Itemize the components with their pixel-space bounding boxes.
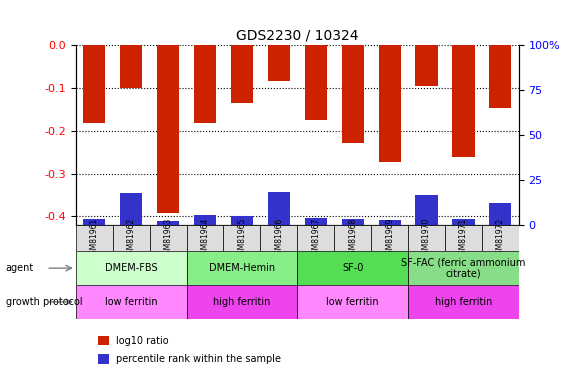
- Bar: [342, 45, 364, 143]
- Text: DMEM-Hemin: DMEM-Hemin: [209, 263, 275, 273]
- Bar: [231, 45, 253, 103]
- Bar: [194, 45, 216, 123]
- Bar: [305, 218, 327, 225]
- Text: GSM81964: GSM81964: [201, 217, 209, 259]
- Text: low ferritin: low ferritin: [105, 297, 157, 307]
- Text: log10 ratio: log10 ratio: [115, 336, 168, 345]
- Text: GSM81965: GSM81965: [237, 217, 247, 259]
- Text: high ferritin: high ferritin: [435, 297, 492, 307]
- Bar: [187, 225, 223, 251]
- Bar: [297, 285, 408, 319]
- Bar: [187, 285, 297, 319]
- Bar: [150, 225, 187, 251]
- Bar: [297, 225, 334, 251]
- Bar: [489, 45, 511, 108]
- Text: GSM81972: GSM81972: [496, 217, 505, 259]
- Bar: [120, 45, 142, 88]
- Title: GDS2230 / 10324: GDS2230 / 10324: [236, 28, 359, 42]
- Bar: [157, 45, 179, 213]
- Bar: [113, 225, 150, 251]
- Bar: [261, 225, 297, 251]
- Bar: [408, 225, 445, 251]
- Bar: [98, 336, 109, 345]
- Bar: [378, 45, 401, 162]
- Bar: [305, 45, 327, 120]
- Bar: [445, 225, 482, 251]
- Text: SF-FAC (ferric ammonium
citrate): SF-FAC (ferric ammonium citrate): [401, 257, 526, 279]
- Bar: [120, 193, 142, 225]
- Text: GSM81961: GSM81961: [90, 217, 99, 259]
- Bar: [416, 45, 438, 86]
- Text: high ferritin: high ferritin: [213, 297, 271, 307]
- Text: GSM81967: GSM81967: [311, 217, 320, 259]
- Bar: [408, 285, 519, 319]
- Bar: [416, 195, 438, 225]
- Bar: [342, 219, 364, 225]
- Text: agent: agent: [6, 263, 34, 273]
- Text: GSM81969: GSM81969: [385, 217, 394, 259]
- Bar: [371, 225, 408, 251]
- Text: GSM81968: GSM81968: [348, 217, 357, 259]
- Text: low ferritin: low ferritin: [326, 297, 379, 307]
- Bar: [83, 45, 106, 123]
- Bar: [231, 216, 253, 225]
- Bar: [489, 203, 511, 225]
- Bar: [83, 219, 106, 225]
- Bar: [157, 221, 179, 225]
- Text: GSM81971: GSM81971: [459, 217, 468, 259]
- Bar: [268, 45, 290, 81]
- Bar: [76, 285, 187, 319]
- Bar: [452, 45, 475, 157]
- Bar: [452, 219, 475, 225]
- Text: GSM81963: GSM81963: [164, 217, 173, 259]
- Bar: [76, 225, 113, 251]
- Bar: [223, 225, 261, 251]
- Bar: [378, 220, 401, 225]
- Bar: [98, 354, 109, 364]
- Bar: [334, 225, 371, 251]
- Bar: [297, 251, 408, 285]
- Bar: [76, 251, 187, 285]
- Bar: [482, 225, 519, 251]
- Text: GSM81962: GSM81962: [127, 217, 136, 259]
- Text: GSM81966: GSM81966: [275, 217, 283, 259]
- Text: SF-0: SF-0: [342, 263, 363, 273]
- Bar: [268, 192, 290, 225]
- Bar: [408, 251, 519, 285]
- Bar: [194, 215, 216, 225]
- Text: percentile rank within the sample: percentile rank within the sample: [115, 354, 280, 364]
- Text: growth protocol: growth protocol: [6, 297, 82, 307]
- Text: DMEM-FBS: DMEM-FBS: [105, 263, 157, 273]
- Bar: [187, 251, 297, 285]
- Text: GSM81970: GSM81970: [422, 217, 431, 259]
